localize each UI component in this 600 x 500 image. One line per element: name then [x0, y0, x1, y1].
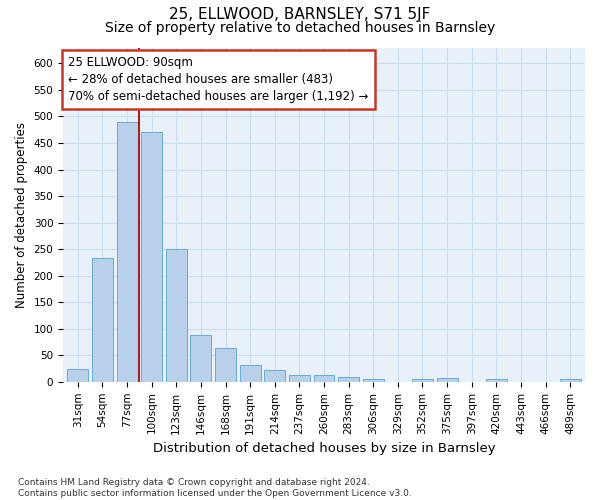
Y-axis label: Number of detached properties: Number of detached properties	[15, 122, 28, 308]
Bar	[363, 379, 384, 382]
Bar	[486, 379, 507, 382]
Bar	[92, 258, 113, 382]
Bar	[215, 348, 236, 382]
Bar	[265, 370, 285, 382]
Bar	[338, 377, 359, 382]
Bar	[289, 375, 310, 382]
Bar	[560, 379, 581, 382]
Text: Size of property relative to detached houses in Barnsley: Size of property relative to detached ho…	[105, 21, 495, 35]
X-axis label: Distribution of detached houses by size in Barnsley: Distribution of detached houses by size …	[153, 442, 496, 455]
Text: Contains HM Land Registry data © Crown copyright and database right 2024.
Contai: Contains HM Land Registry data © Crown c…	[18, 478, 412, 498]
Bar	[437, 378, 458, 382]
Bar	[67, 368, 88, 382]
Bar	[412, 379, 433, 382]
Bar	[190, 335, 211, 382]
Bar	[239, 365, 260, 382]
Bar	[141, 132, 162, 382]
Text: 25 ELLWOOD: 90sqm
← 28% of detached houses are smaller (483)
70% of semi-detache: 25 ELLWOOD: 90sqm ← 28% of detached hous…	[68, 56, 368, 103]
Bar	[166, 249, 187, 382]
Bar	[314, 376, 334, 382]
Text: 25, ELLWOOD, BARNSLEY, S71 5JF: 25, ELLWOOD, BARNSLEY, S71 5JF	[169, 8, 431, 22]
Bar	[116, 122, 137, 382]
